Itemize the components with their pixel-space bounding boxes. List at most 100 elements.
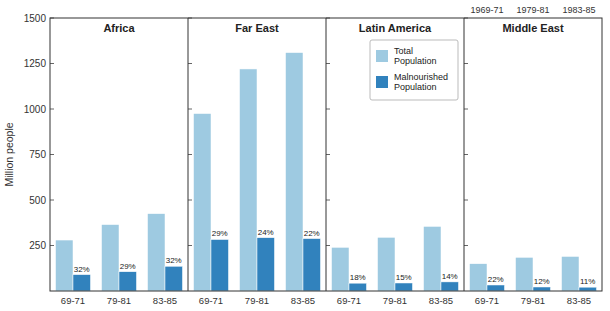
- y-tick: [464, 63, 468, 64]
- y-tick: [50, 200, 54, 201]
- annotation: 1979-81: [516, 5, 549, 15]
- bar: [148, 214, 165, 291]
- percentage-label: 29%: [120, 262, 136, 271]
- percentage-label: 11%: [580, 277, 595, 286]
- panel-title: Latin America: [359, 22, 432, 34]
- percentage-label: 14%: [442, 272, 458, 281]
- bar: [56, 240, 73, 291]
- data-labels: 29% 24% 22%: [212, 228, 320, 239]
- bar: [487, 285, 504, 291]
- bar: [286, 53, 303, 291]
- y-tick-label: 250: [29, 240, 46, 251]
- divider: [464, 18, 465, 291]
- bar: [332, 247, 349, 291]
- divider: [188, 18, 189, 291]
- y-tick: [326, 154, 330, 155]
- y-tick: [326, 109, 330, 110]
- y-tick: [464, 200, 468, 201]
- panel-title: Africa: [103, 22, 135, 34]
- y-tick: [188, 200, 192, 201]
- legend-label: MalnourishedPopulation: [394, 72, 448, 92]
- bar: [165, 266, 182, 291]
- y-tick: [326, 245, 330, 246]
- y-tick: [326, 63, 330, 64]
- x-tick-label: 69-71: [337, 295, 361, 306]
- bar: [424, 226, 441, 291]
- y-tick: [50, 109, 54, 110]
- panel-title: Middle East: [502, 22, 563, 34]
- y-tick: [464, 245, 468, 246]
- annotation: 1983-85: [562, 5, 595, 15]
- data-labels: 22% 12% 11%: [488, 275, 596, 286]
- y-tick: [188, 109, 192, 110]
- bar: [470, 264, 487, 291]
- percentage-label: 22%: [488, 275, 504, 284]
- panel-title: Far East: [235, 22, 279, 34]
- y-tick: [188, 63, 192, 64]
- bars: [56, 214, 183, 291]
- y-tick: [464, 109, 468, 110]
- percentage-label: 29%: [212, 229, 228, 238]
- percentage-label: 15%: [396, 273, 412, 282]
- x-tick-label: 79-81: [107, 295, 131, 306]
- percentage-label: 24%: [258, 228, 274, 237]
- bar: [240, 69, 257, 291]
- legend-swatch: [376, 50, 388, 62]
- x-tick-label: 83-85: [429, 295, 453, 306]
- bars: [332, 226, 459, 291]
- y-axis-label: Million people: [3, 122, 15, 186]
- data-labels: 18% 15% 14%: [350, 272, 458, 282]
- x-tick-label: 79-81: [383, 295, 407, 306]
- percentage-label: 18%: [350, 273, 366, 282]
- bars: [194, 53, 321, 291]
- legend-label: TotalPopulation: [394, 46, 437, 66]
- percentage-label: 12%: [534, 277, 550, 286]
- bar: [579, 287, 596, 291]
- bar: [516, 257, 533, 291]
- legend: TotalPopulation MalnourishedPopulation: [370, 40, 458, 100]
- y-tick: [326, 200, 330, 201]
- y-tick-label: 1500: [24, 13, 47, 24]
- legend-box: [370, 40, 458, 100]
- bar: [119, 272, 136, 291]
- x-tick-label: 69-71: [61, 295, 85, 306]
- percentage-label: 32%: [74, 265, 90, 274]
- divider: [326, 18, 327, 291]
- y-tick-label: 1250: [24, 58, 47, 69]
- y-tick-label: 750: [29, 149, 46, 160]
- y-tick-label: 500: [29, 195, 46, 206]
- plot-frame: [50, 18, 602, 291]
- x-tick-label: 79-81: [245, 295, 269, 306]
- bar: [303, 239, 320, 291]
- y-tick: [188, 245, 192, 246]
- x-tick-label: 79-81: [521, 295, 545, 306]
- bar: [378, 237, 395, 291]
- data-labels: 32% 29% 32%: [74, 256, 182, 273]
- bar: [395, 283, 412, 291]
- percentage-label: 32%: [166, 256, 182, 265]
- bar: [211, 239, 228, 291]
- legend-swatch: [376, 76, 388, 88]
- bar: [562, 256, 579, 291]
- x-tick-label: 69-71: [199, 295, 223, 306]
- x-tick-label: 83-85: [291, 295, 315, 306]
- percentage-label: 22%: [304, 229, 320, 238]
- y-tick-label: 1000: [24, 104, 47, 115]
- y-tick: [50, 63, 54, 64]
- chart: 250 500 750 1000 1250 1500 32% 29% 32% 69-71 79-81…: [0, 0, 610, 311]
- background: [0, 0, 610, 311]
- bar: [194, 114, 211, 291]
- y-tick: [188, 154, 192, 155]
- x-tick-label: 69-71: [475, 295, 499, 306]
- bar: [441, 282, 458, 291]
- y-tick: [50, 154, 54, 155]
- bars: [470, 256, 597, 291]
- x-tick-label: 83-85: [567, 295, 591, 306]
- annotation: 1969-71: [470, 5, 503, 15]
- bar: [349, 283, 366, 291]
- x-tick-label: 83-85: [153, 295, 177, 306]
- bar: [533, 287, 550, 291]
- y-tick: [50, 245, 54, 246]
- y-tick: [464, 154, 468, 155]
- bar: [73, 275, 90, 291]
